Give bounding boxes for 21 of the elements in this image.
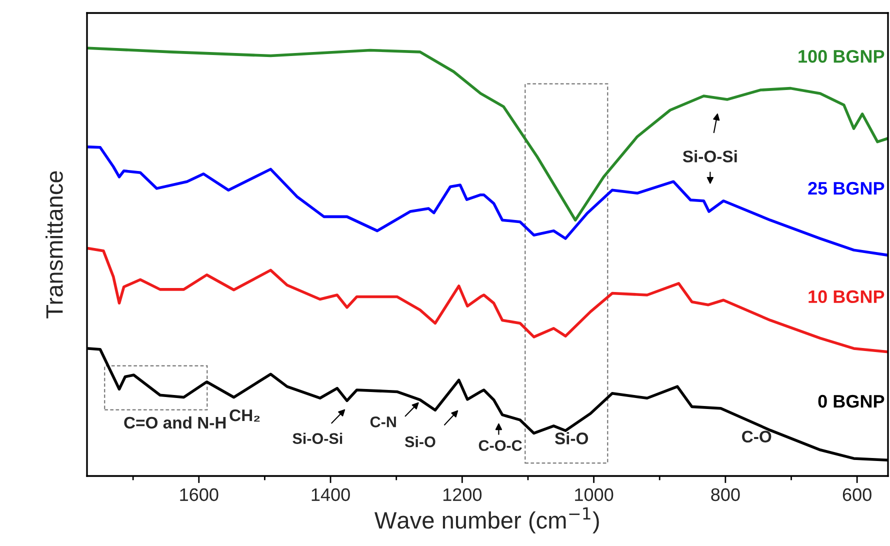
x-axis-title: Wave number (cm$^{−1}$) [374,507,599,534]
annotation: Si-O-Si [292,432,342,444]
x-tick-label: 1400 [312,488,350,502]
x-tick-label: 1200 [443,488,482,502]
x-tick-label: 600 [842,488,872,502]
series-label: 10 BGNP [808,290,884,304]
annotation: Si-O-Si [682,150,737,162]
annotation: Si-O [554,432,588,444]
x-tick-label: 800 [711,488,740,502]
text: 25 BGNP [808,182,884,195]
annotation: C-O-C [478,440,522,451]
x-tick-label: 1000 [575,488,614,502]
series-label: 100 BGNP [798,50,884,63]
annotation: CH₂ [230,409,260,422]
annotation: C-O [742,430,772,443]
y-axis-title: Transmittance [46,171,63,318]
x-tick-label: 1600 [180,488,218,502]
annotation: Si-O [404,436,436,448]
annotation: C-N [370,416,396,428]
text: 0 BGNP [818,394,884,408]
annotation: C=O and N-H [124,416,226,429]
